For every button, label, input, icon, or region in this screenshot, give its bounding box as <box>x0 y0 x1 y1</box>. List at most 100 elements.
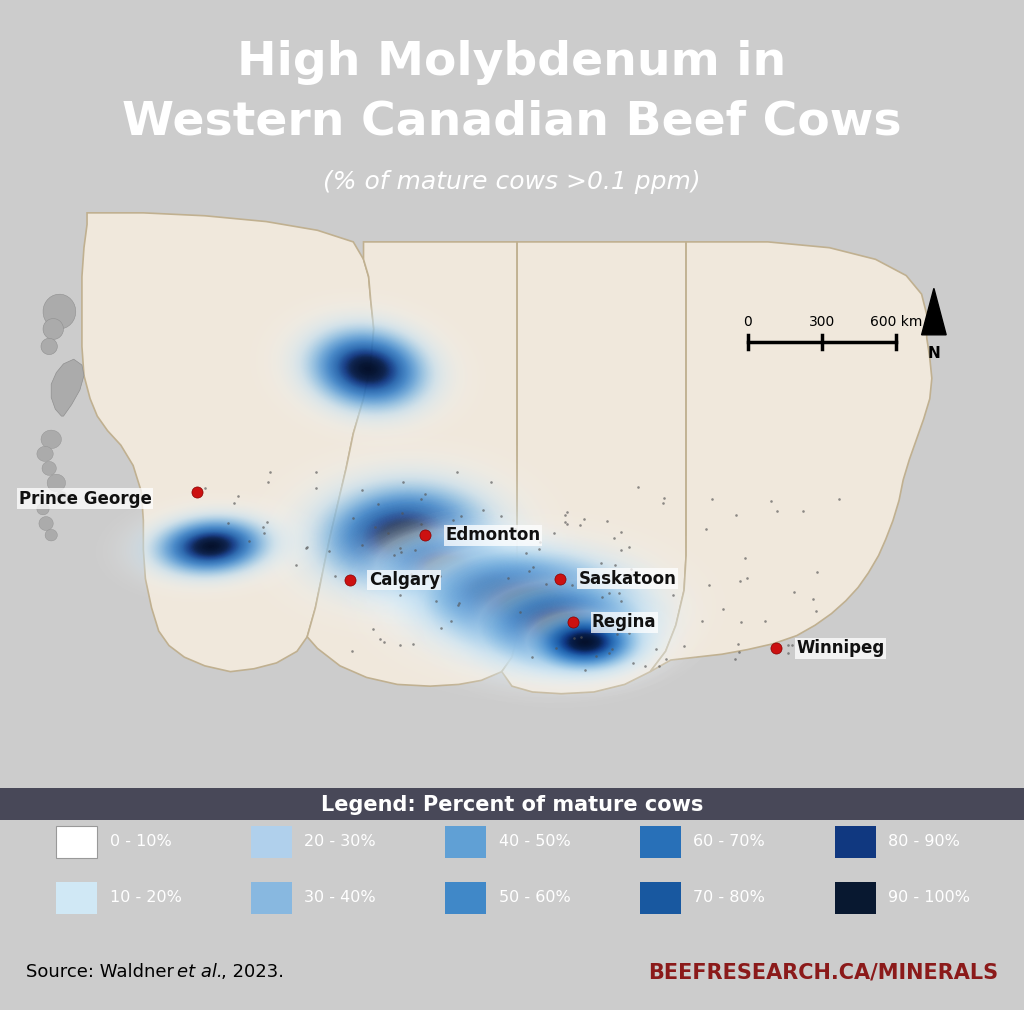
Polygon shape <box>42 462 56 476</box>
Point <box>393 543 410 560</box>
Point <box>507 520 523 536</box>
Point <box>229 489 246 505</box>
Text: 600 km: 600 km <box>869 315 923 329</box>
Point <box>442 613 459 629</box>
Point <box>763 493 779 509</box>
Point <box>571 517 588 533</box>
Point <box>732 613 749 629</box>
Polygon shape <box>41 338 57 355</box>
Point <box>365 621 381 637</box>
Polygon shape <box>47 474 66 492</box>
Point <box>606 530 623 546</box>
Point <box>452 595 468 611</box>
Point <box>530 540 547 557</box>
Point <box>650 574 667 590</box>
Bar <box>445 882 486 914</box>
Text: Prince George: Prince George <box>18 490 152 508</box>
Bar <box>56 826 97 858</box>
Point <box>500 570 516 586</box>
Point <box>353 537 370 553</box>
Point <box>676 638 692 654</box>
Point <box>298 540 314 557</box>
Text: 50 - 60%: 50 - 60% <box>499 890 570 905</box>
Point <box>372 630 388 646</box>
Point <box>417 486 433 502</box>
Polygon shape <box>43 294 76 329</box>
Text: 10 - 20%: 10 - 20% <box>110 890 181 905</box>
Bar <box>835 826 876 858</box>
Point <box>731 644 748 661</box>
Text: Legend: Percent of mature cows: Legend: Percent of mature cows <box>321 795 703 815</box>
Point <box>321 543 337 560</box>
Point <box>612 593 629 609</box>
Point <box>647 641 664 658</box>
Polygon shape <box>502 241 686 694</box>
Point <box>451 597 467 613</box>
Point <box>299 538 315 554</box>
Text: Regina: Regina <box>592 613 656 631</box>
Text: High Molybdenum in: High Molybdenum in <box>238 39 786 85</box>
Text: Calgary: Calgary <box>369 571 439 589</box>
Point <box>769 503 785 519</box>
Text: et al.: et al. <box>177 964 223 981</box>
Point <box>694 613 711 629</box>
Point <box>784 637 801 653</box>
Point <box>622 539 638 556</box>
Point <box>288 557 304 573</box>
Point <box>559 504 575 520</box>
Point <box>658 651 675 668</box>
Point <box>599 513 615 529</box>
Point <box>255 525 271 541</box>
Point <box>197 480 213 496</box>
Bar <box>640 882 681 914</box>
Point <box>367 518 383 534</box>
Polygon shape <box>650 241 932 672</box>
Point <box>493 508 509 524</box>
Text: 30 - 40%: 30 - 40% <box>304 890 376 905</box>
Point <box>370 496 386 512</box>
Point <box>630 479 646 495</box>
Point <box>609 626 626 642</box>
Text: 60 - 70%: 60 - 70% <box>693 834 765 849</box>
Point <box>809 565 825 581</box>
Point <box>259 513 275 529</box>
Point <box>698 520 715 536</box>
Point <box>650 659 667 675</box>
Point <box>593 556 609 572</box>
Point <box>603 641 620 658</box>
Point <box>241 532 257 548</box>
Point <box>407 542 423 559</box>
Polygon shape <box>51 360 84 416</box>
Point <box>557 513 573 529</box>
Point <box>737 550 754 567</box>
Point <box>307 464 324 480</box>
Point <box>625 568 641 584</box>
Point <box>546 525 562 541</box>
Point <box>432 568 449 584</box>
Point <box>779 645 796 662</box>
Point <box>444 512 461 528</box>
Point <box>483 474 500 490</box>
Point <box>525 560 542 576</box>
Point <box>610 585 627 601</box>
Point <box>665 587 681 603</box>
Point <box>805 591 821 607</box>
Text: 40 - 50%: 40 - 50% <box>499 834 570 849</box>
Point <box>520 563 537 579</box>
Point <box>830 491 847 507</box>
Point <box>260 474 276 490</box>
Text: 20 - 30%: 20 - 30% <box>304 834 376 849</box>
Point <box>518 545 535 562</box>
Point <box>786 584 803 600</box>
Point <box>387 565 403 581</box>
Text: Winnipeg: Winnipeg <box>797 639 885 658</box>
Point <box>559 516 575 532</box>
Point <box>413 491 429 507</box>
Point <box>345 510 361 526</box>
Point <box>220 515 237 531</box>
Point <box>577 663 593 679</box>
Polygon shape <box>45 529 57 541</box>
Point <box>453 508 469 524</box>
Point <box>780 636 797 652</box>
Point <box>225 495 242 511</box>
